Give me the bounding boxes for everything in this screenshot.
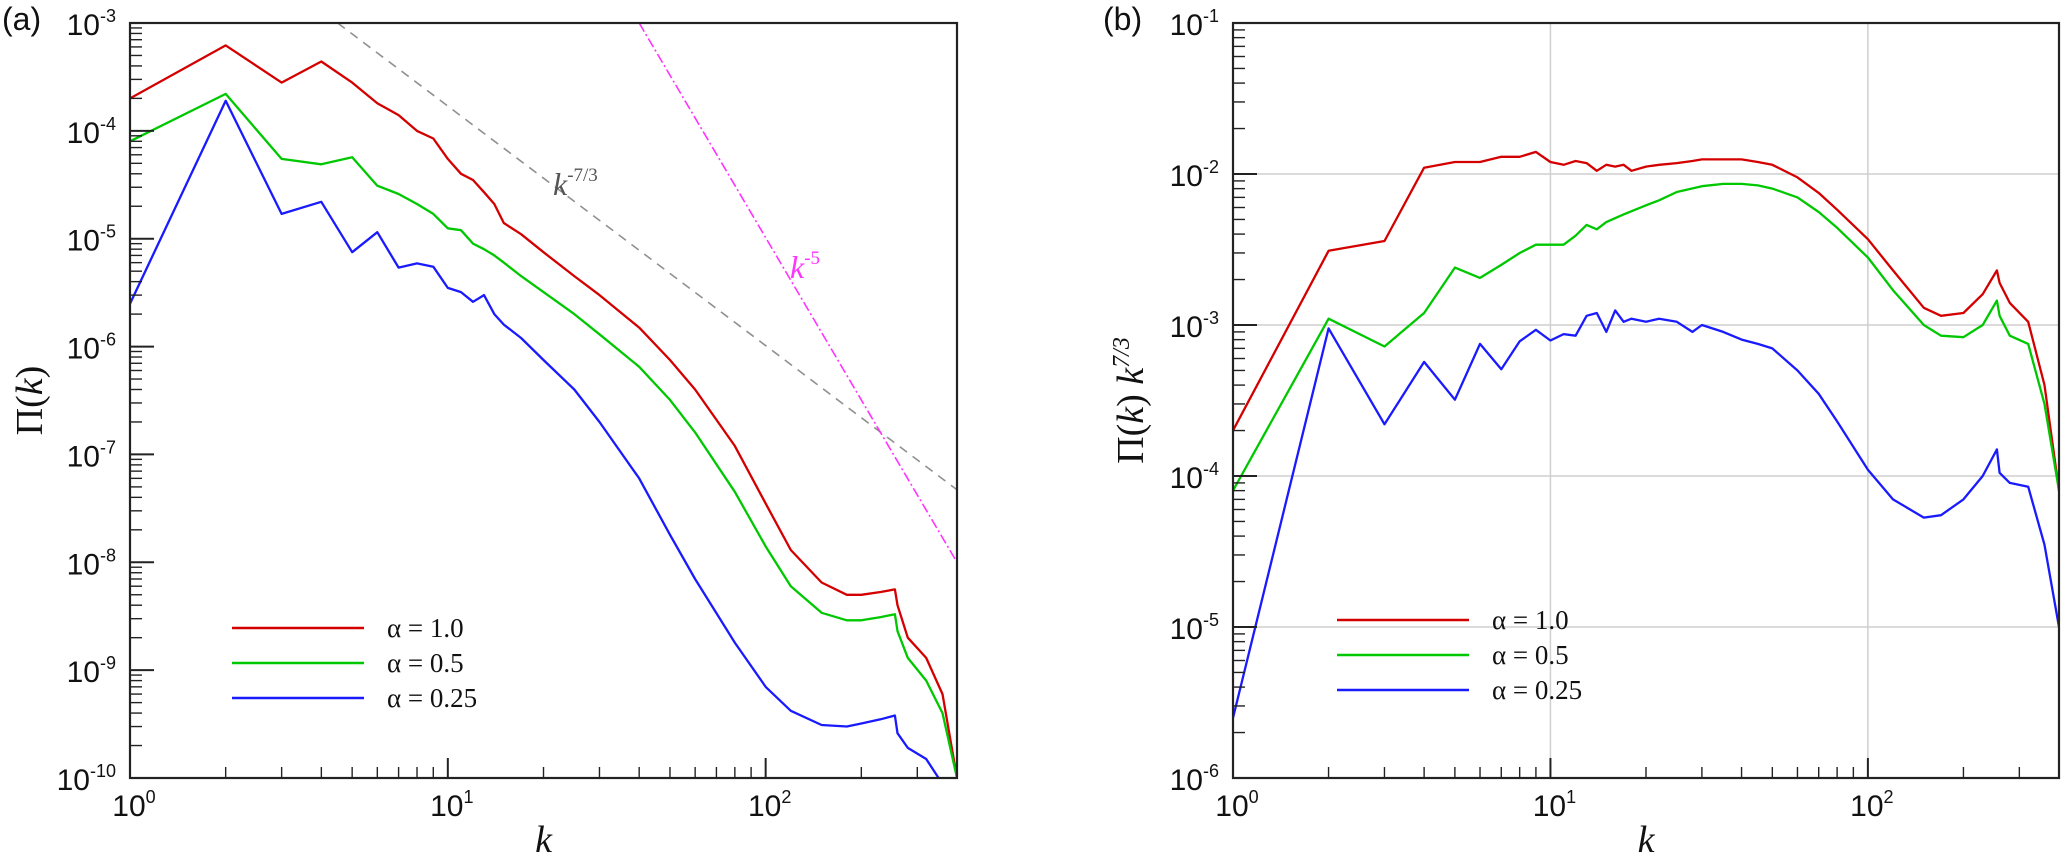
legend: α = 1.0 α = 0.5 α = 0.25 <box>1337 605 1582 705</box>
legend-label: α = 0.5 <box>1492 640 1569 670</box>
y-tick-label: 10-7 <box>67 437 116 473</box>
y-tick-label: 10-3 <box>67 6 116 42</box>
y-tick-label: 10-4 <box>1170 459 1219 495</box>
reference-label-k-5: k-5 <box>790 248 820 285</box>
plot-frame <box>128 21 959 780</box>
x-tick-label: 100 <box>112 787 155 823</box>
x-tick-label: 102 <box>748 787 791 823</box>
series-line-alpha-1-0 <box>130 44 957 778</box>
legend-label: α = 1.0 <box>387 613 464 643</box>
x-tick-label: 100 <box>1215 787 1258 823</box>
y-tick-label: 10-5 <box>67 222 116 258</box>
series-line-alpha-1-0 <box>1233 150 2059 491</box>
legend: α = 1.0 α = 0.5 α = 0.25 <box>232 613 477 713</box>
y-axis-title: Π(k) <box>9 366 51 436</box>
y-tick-label: 10-5 <box>1170 610 1219 646</box>
series-line-alpha-0-25 <box>1233 309 2059 719</box>
x-tick-label: 101 <box>430 787 473 823</box>
panel-label: (a) <box>2 1 41 37</box>
x-axis-title: k <box>535 819 553 861</box>
reference-line-k-7-3 <box>337 23 957 491</box>
y-tick-label: 10-1 <box>1170 6 1219 42</box>
y-tick-label: 10-6 <box>1170 761 1219 797</box>
panel-label: (b) <box>1103 1 1142 37</box>
x-tick-label: 101 <box>1533 787 1576 823</box>
reference-line-k-5 <box>638 23 957 563</box>
axis-ticks <box>1233 29 2021 779</box>
legend-label: α = 1.0 <box>1492 605 1569 635</box>
y-tick-label: 10-2 <box>1170 157 1219 193</box>
chart-panel-a: 10-10 10-9 10-8 10-7 10-6 10-5 10-4 10-3 100 101 1… <box>2 1 959 861</box>
y-tick-label: 10-8 <box>67 545 116 581</box>
reference-label-k-7-3: k-7/3 <box>553 165 598 202</box>
legend-label: α = 0.5 <box>387 648 464 678</box>
series-line-alpha-0-5 <box>130 92 957 778</box>
y-tick-label: 10-6 <box>67 330 116 366</box>
y-tick-label: 10-3 <box>1170 308 1219 344</box>
y-tick-label: 10-9 <box>67 653 116 689</box>
legend-label: α = 0.25 <box>387 683 477 713</box>
reference-lines <box>337 23 957 563</box>
series-group <box>1233 150 2059 719</box>
series-line-alpha-0-5 <box>1233 182 2059 492</box>
axis-ticks <box>130 27 918 779</box>
chart-panel-b: 10-6 10-5 10-4 10-3 10-2 10-1 100 101 102 (b) k Π(k… <box>1103 1 2061 861</box>
series-group <box>130 44 957 778</box>
x-axis-title: k <box>1638 819 1656 861</box>
y-axis-title: Π(k) k7/3 <box>1109 337 1152 464</box>
plot-frame <box>1231 21 2061 780</box>
series-line-alpha-0-25 <box>130 99 940 778</box>
grid <box>1233 23 2059 778</box>
y-tick-label: 10-10 <box>57 761 116 797</box>
x-tick-label: 102 <box>1850 787 1893 823</box>
legend-label: α = 0.25 <box>1492 675 1582 705</box>
y-tick-label: 10-4 <box>67 114 116 150</box>
